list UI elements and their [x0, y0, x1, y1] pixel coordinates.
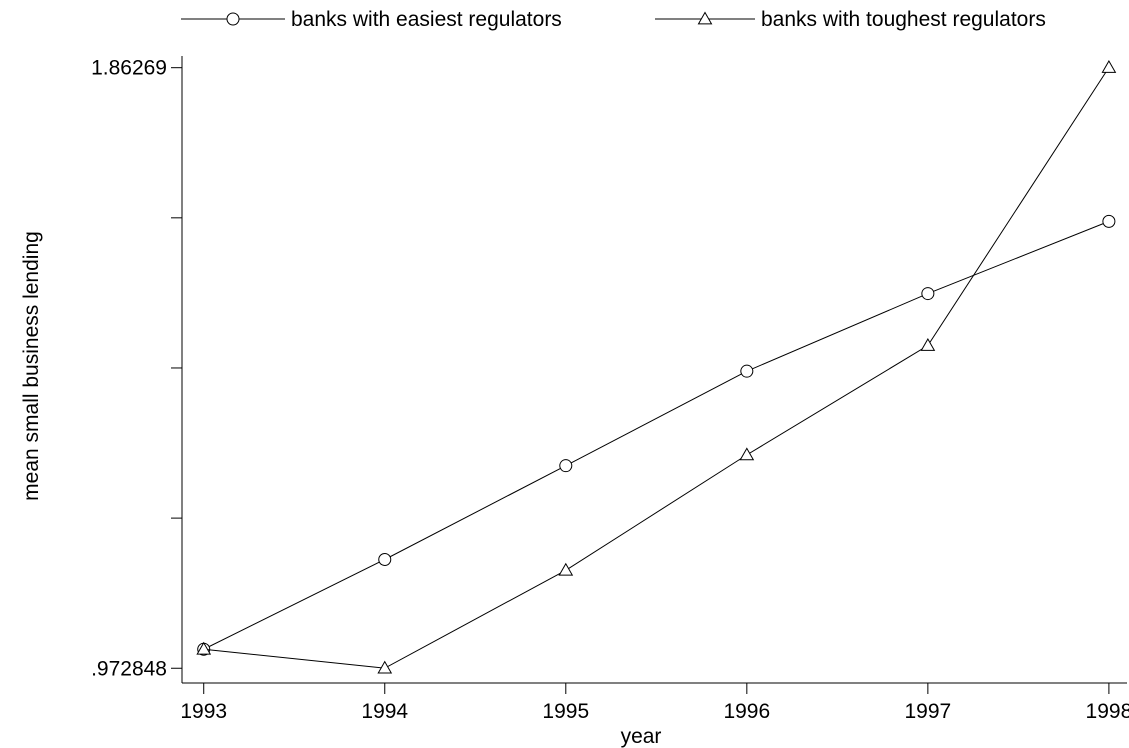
axes: .972848 1.86269 1993 1994 1995 1996 1997 1998 — [91, 56, 1129, 723]
series-2-line — [203, 67, 1110, 669]
series-2-point-4 — [920, 338, 936, 351]
series-layer — [196, 59, 1117, 674]
x-tick-label-0: 1993 — [180, 700, 227, 723]
series-2-point-2 — [558, 562, 574, 576]
series-1-point-2 — [559, 459, 573, 473]
series-2-point-5 — [1101, 59, 1117, 73]
x-tick-label-4: 1997 — [905, 700, 952, 723]
series-1-point-3 — [740, 364, 754, 378]
series-2 — [196, 59, 1117, 674]
series-2-point-3 — [739, 447, 755, 461]
legend-marker-2 — [697, 11, 713, 25]
x-tick-label-5: 1998 — [1086, 700, 1129, 723]
y-tick-label-4: 1.86269 — [91, 57, 167, 80]
x-axis-label: year — [621, 725, 662, 748]
x-tick-label-1: 1994 — [361, 700, 408, 723]
series-2-point-1 — [377, 660, 393, 674]
series-1 — [197, 214, 1116, 656]
series-1-point-1 — [378, 552, 392, 566]
series-2-point-0 — [196, 641, 212, 655]
legend-label-2: banks with toughest regulators — [761, 8, 1046, 31]
series-1-line — [203, 220, 1110, 650]
x-tick-label-2: 1995 — [542, 700, 589, 723]
legend-label-1: banks with easiest regulators — [291, 8, 562, 31]
legend-item-1: banks with easiest regulators — [181, 8, 562, 31]
legend-marker-1 — [226, 12, 240, 26]
legend: banks with easiest regulators banks with … — [181, 8, 1046, 31]
x-ticks: 1993 1994 1995 1996 1997 1998 — [180, 683, 1129, 723]
y-tick-label-0: .972848 — [91, 657, 167, 680]
legend-item-2: banks with toughest regulators — [655, 8, 1046, 31]
x-tick-label-3: 1996 — [723, 700, 770, 723]
series-1-point-4 — [921, 287, 935, 301]
y-ticks: .972848 1.86269 — [91, 57, 182, 680]
series-1-point-5 — [1102, 214, 1116, 228]
y-axis-label: mean small business lending — [20, 231, 43, 501]
